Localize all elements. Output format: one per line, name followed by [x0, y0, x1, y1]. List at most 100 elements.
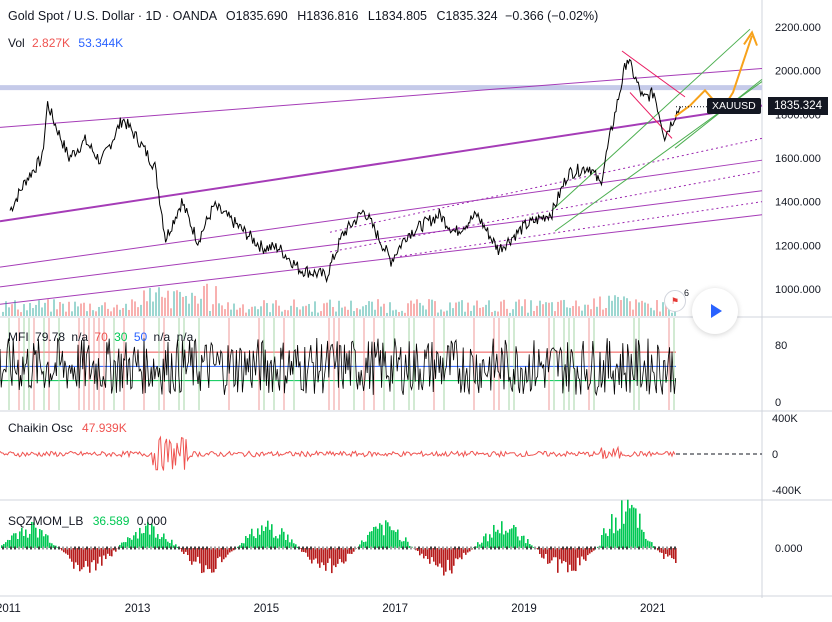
sqz-dot: [202, 546, 204, 550]
sqz-histogram-bar: [227, 548, 229, 555]
channel-dotted-line: [329, 137, 763, 233]
volume-bar: [656, 300, 658, 316]
volume-bar: [608, 295, 610, 316]
sqz-histogram-bar: [391, 530, 393, 548]
price-tick-label: 1200.000: [775, 240, 821, 252]
sqz-histogram-bar: [603, 528, 605, 548]
channel-line: [0, 159, 763, 268]
sqz-dot: [210, 546, 212, 550]
sqz-dot: [330, 546, 332, 550]
volume-bar: [287, 310, 289, 316]
sqz-histogram-bar: [435, 548, 437, 566]
sqz-histogram-bar: [17, 539, 19, 548]
sqz-histogram-bar: [409, 545, 411, 548]
volume-bar: [242, 304, 244, 316]
sqz-dot: [102, 546, 104, 550]
volume-bar: [383, 303, 385, 316]
sqz-dot: [602, 546, 604, 550]
symbol-title[interactable]: Gold Spot / U.S. Dollar · 1D · OANDA: [8, 9, 217, 23]
sqz-histogram-bar: [5, 542, 7, 548]
sqz-histogram-bar: [71, 548, 73, 562]
volume-bar: [581, 310, 583, 316]
volume-bar: [98, 306, 100, 316]
sqz-histogram-bar: [249, 534, 251, 548]
mfi-legend[interactable]: MFI 79.78 n/a 70 30 50 n/a n/a: [8, 330, 193, 344]
volume-bar: [41, 307, 43, 316]
chaikin-legend[interactable]: Chaikin Osc 47.939K: [8, 421, 127, 435]
sqz-dot: [214, 546, 216, 550]
sqz-histogram-bar: [661, 548, 663, 553]
sqz-histogram-bar: [57, 547, 59, 548]
sqz-dot: [610, 546, 612, 550]
sqz-dot: [598, 546, 600, 550]
sqz-dot: [294, 546, 296, 550]
volume-bar: [35, 304, 37, 316]
sqz-dot: [110, 546, 112, 550]
sqz-dot: [62, 546, 64, 550]
sqz-dot: [666, 546, 668, 550]
sqz-histogram-bar: [53, 545, 55, 548]
sqz-dot: [342, 546, 344, 550]
volume-bar: [539, 300, 541, 316]
sqz-dot: [526, 546, 528, 550]
volume-bar: [155, 292, 157, 316]
sqz-histogram-bar: [503, 534, 505, 548]
volume-bar: [620, 300, 622, 316]
sqz-histogram-bar: [313, 548, 315, 560]
sqz-dot: [58, 546, 60, 550]
sqz-histogram-bar: [325, 548, 327, 571]
volume-bar: [497, 311, 499, 316]
us-flag-icon[interactable]: ⚑: [664, 290, 686, 312]
sqz-dot: [2, 546, 4, 550]
sqz-dot: [302, 546, 304, 550]
sqz-histogram-bar: [607, 536, 609, 548]
sqz-dot: [426, 546, 428, 550]
sqz-histogram-bar: [525, 543, 527, 548]
sqz-histogram-bar: [485, 533, 487, 548]
sqz-dot: [658, 546, 660, 550]
sqz-dot: [54, 546, 56, 550]
volume-bar: [203, 285, 205, 316]
sqz-histogram-bar: [135, 532, 137, 548]
volume-bar: [557, 301, 559, 316]
volume-bar: [101, 305, 103, 316]
volume-bar: [206, 283, 208, 316]
sqz-histogram-bar: [585, 548, 587, 561]
volume-bar: [344, 306, 346, 316]
sqz-dot: [510, 546, 512, 550]
volume-bar: [476, 300, 478, 316]
volume-bar: [404, 312, 406, 316]
sqz-dot: [242, 546, 244, 550]
sqz-legend[interactable]: SQZMOM_LB 36.589 0.000: [8, 514, 167, 528]
volume-bar: [566, 307, 568, 316]
sqz-histogram-bar: [431, 548, 433, 558]
replay-button[interactable]: [692, 288, 738, 334]
sqz-dot: [354, 546, 356, 550]
sqz-dot: [366, 546, 368, 550]
sqz-histogram-bar: [353, 548, 355, 552]
sqz-histogram-bar: [421, 548, 423, 554]
sqz-histogram-bar: [483, 536, 485, 548]
sqz-histogram-bar: [151, 524, 153, 548]
sqz-histogram-bar: [639, 513, 641, 548]
time-tick-label: 2011: [0, 603, 21, 615]
sqz-histogram-bar: [285, 539, 287, 548]
volume-bar: [182, 296, 184, 316]
volume-bar: [299, 309, 301, 316]
sqz-histogram-bar: [333, 548, 335, 566]
sqz-dot: [586, 546, 588, 550]
sqz-dot: [534, 546, 536, 550]
sqz-dot: [262, 546, 264, 550]
sqz-dot: [270, 546, 272, 550]
volume-bar: [320, 311, 322, 316]
sqz-dot: [170, 546, 172, 550]
sqz-tick-label: 0.000: [775, 543, 803, 555]
sqz-dot: [430, 546, 432, 550]
volume-bar: [335, 311, 337, 316]
sqz-histogram-bar: [213, 548, 215, 573]
sqz-histogram-bar: [217, 548, 219, 559]
volume-legend[interactable]: Vol 2.827K 53.344K: [8, 36, 123, 50]
sqz-histogram-bar: [259, 534, 261, 548]
sqz-histogram-bar: [63, 548, 65, 553]
